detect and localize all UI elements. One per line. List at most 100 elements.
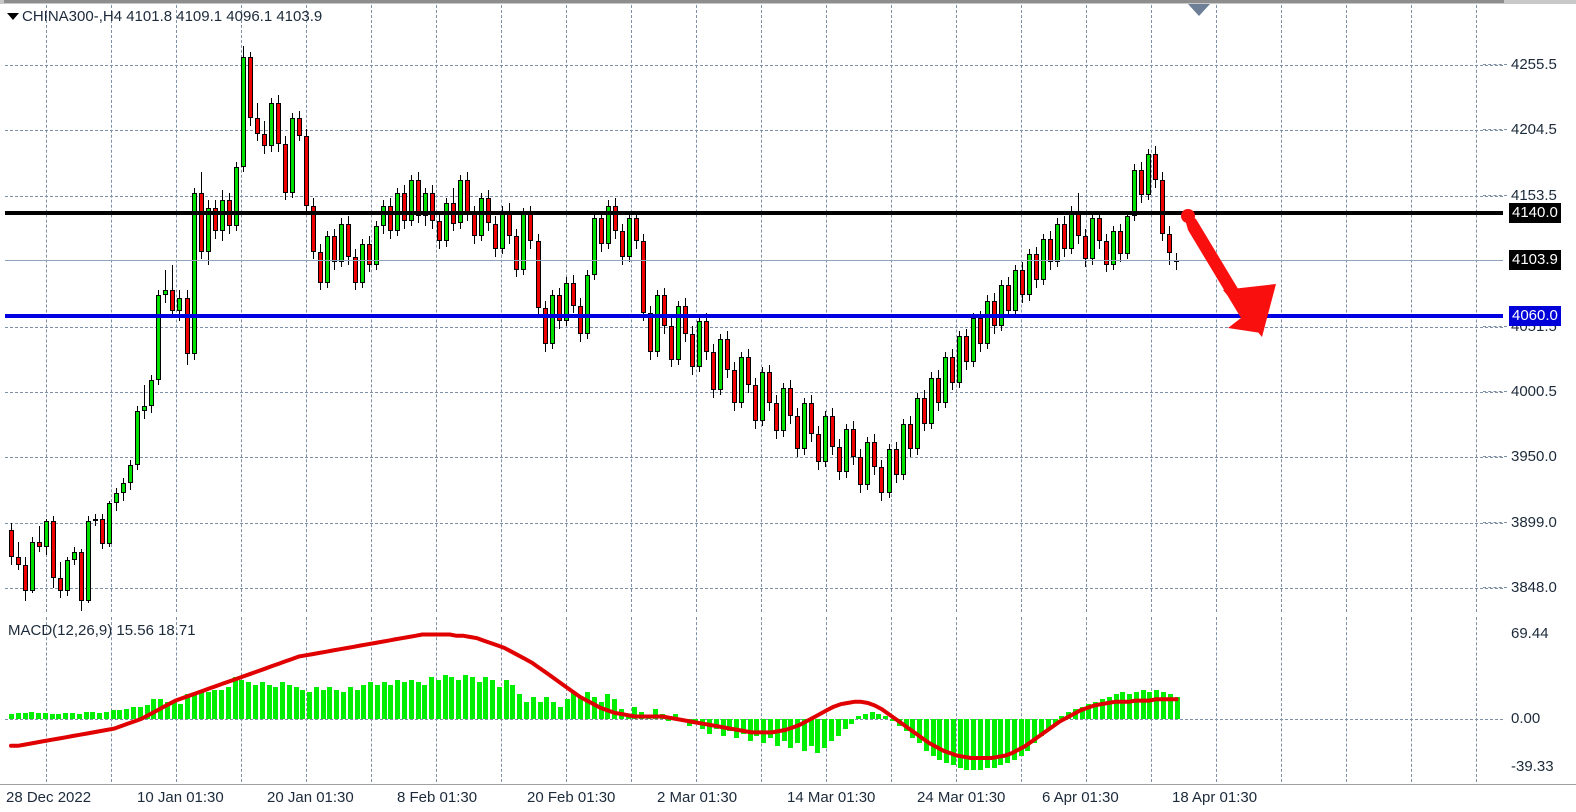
price-plot-area[interactable] [5, 5, 1503, 612]
candle-body [746, 356, 752, 386]
macd-histogram-bar [713, 718, 719, 729]
candle-body [374, 226, 380, 265]
macd-histogram-bar [456, 679, 462, 719]
support-line-4060[interactable] [5, 313, 1503, 318]
macd-histogram-bar [110, 710, 116, 719]
bearish-arrow-annotation[interactable] [1125, 185, 1325, 365]
candle-body [528, 213, 534, 242]
macd-histogram-bar [889, 718, 895, 722]
candle-body [1040, 238, 1046, 280]
candle-body [1118, 231, 1124, 255]
candle-body [212, 208, 218, 232]
candle-body [823, 416, 829, 463]
candle-body [156, 295, 162, 381]
price-gridline-v [1346, 5, 1347, 612]
time-axis[interactable]: 28 Dec 2022 10 Jan 01:30 20 Jan 01:30 8 Feb… [0, 784, 1576, 812]
macd-histogram-bar [632, 706, 638, 719]
candle-body [893, 449, 899, 476]
macd-histogram-bar [395, 679, 401, 719]
macd-histogram-bar [862, 714, 868, 719]
candle-body [1167, 233, 1173, 254]
candle-body [430, 192, 436, 221]
macd-histogram-bar [164, 701, 170, 719]
candle-body [345, 223, 351, 257]
macd-histogram-bar [1052, 718, 1058, 724]
price-axis[interactable]: 4255.5 4204.5 4153.5 4051.5 4000.5 3950.0 3899… [1483, 0, 1576, 613]
macd-histogram-bar [612, 699, 618, 719]
price-axis-badge-4140-0[interactable]: 4140.0 [1509, 203, 1561, 224]
candle-body [268, 102, 274, 147]
macd-plot-area[interactable] [5, 617, 1503, 782]
candle-body [1153, 154, 1159, 180]
macd-histogram-bar [524, 701, 530, 719]
candle-body [900, 423, 906, 476]
resistance-line-4140[interactable] [5, 211, 1503, 216]
macd-histogram-bar [15, 712, 21, 719]
macd-histogram-bar [232, 677, 238, 719]
candle-body [591, 218, 597, 275]
candle-body [310, 205, 316, 252]
macd-histogram-bar [1154, 689, 1160, 719]
candle-body [977, 318, 983, 345]
candle-body [205, 208, 211, 252]
candle-body [942, 356, 948, 404]
macd-histogram-bar [239, 679, 245, 719]
macd-histogram-bar [998, 718, 1004, 766]
macd-histogram-bar [327, 687, 333, 719]
macd-histogram-bar [476, 682, 482, 719]
price-axis-badge-4103-9[interactable]: 4103.9 [1509, 249, 1561, 270]
candle-body [521, 213, 527, 270]
candle-body [30, 541, 36, 591]
macd-histogram-bar [219, 689, 225, 719]
macd-histogram-bar [842, 718, 848, 729]
candle-body [79, 552, 85, 601]
candle-body [72, 552, 78, 560]
macd-histogram-bar [42, 712, 48, 719]
candle-body [9, 530, 14, 558]
triangle-down-marker-icon[interactable] [1188, 4, 1210, 16]
candle-wick [18, 541, 20, 571]
macd-indicator-label: MACD(12,26,9) 15.56 18.71 [8, 622, 196, 639]
price-axis-tick-dash [1483, 194, 1507, 196]
macd-axis[interactable]: 69.44 0.00 -39.33 [1505, 616, 1576, 783]
macd-histogram-bar [22, 712, 28, 719]
price-gridline-h [5, 65, 1503, 66]
candle-body [605, 205, 611, 245]
triangle-down-icon[interactable] [7, 13, 19, 20]
price-gridline-v [371, 5, 372, 612]
macd-histogram-bar [124, 709, 130, 719]
price-axis-tick: 3848.0 [1483, 579, 1557, 596]
candle-body [1012, 269, 1018, 311]
macd-histogram-bar [598, 701, 604, 719]
macd-histogram-bar [1140, 689, 1146, 719]
macd-histogram-bar [957, 718, 963, 768]
macd-histogram-bar [673, 714, 679, 719]
candle-body [37, 541, 43, 547]
candle-body [177, 297, 183, 311]
macd-histogram-bar [490, 679, 496, 719]
candle-body [1069, 210, 1075, 250]
macd-histogram-bar [29, 711, 35, 719]
macd-histogram-bar [9, 714, 14, 719]
macd-histogram-bar [971, 718, 977, 771]
candle-body [767, 372, 773, 404]
macd-histogram-bar [90, 711, 96, 719]
macd-histogram-bar [185, 694, 191, 719]
macd-histogram-bar [286, 684, 292, 719]
candle-body [640, 241, 646, 314]
macd-histogram-bar [856, 716, 862, 719]
macd-histogram-bar [63, 712, 69, 719]
candle-body [100, 518, 106, 545]
macd-histogram-bar [1093, 701, 1099, 719]
price-axis-badge-4060-0[interactable]: 4060.0 [1509, 305, 1561, 326]
price-gridline-h [5, 457, 1503, 459]
price-gridline-v [631, 5, 632, 612]
price-gridline-h [5, 588, 1503, 589]
macd-histogram-bar [747, 718, 753, 741]
current-price-line-4103[interactable] [5, 259, 1503, 261]
candle-body [107, 503, 113, 545]
macd-histogram-bar [293, 687, 299, 719]
candle-body [753, 385, 759, 422]
macd-gridline-v [306, 617, 307, 782]
